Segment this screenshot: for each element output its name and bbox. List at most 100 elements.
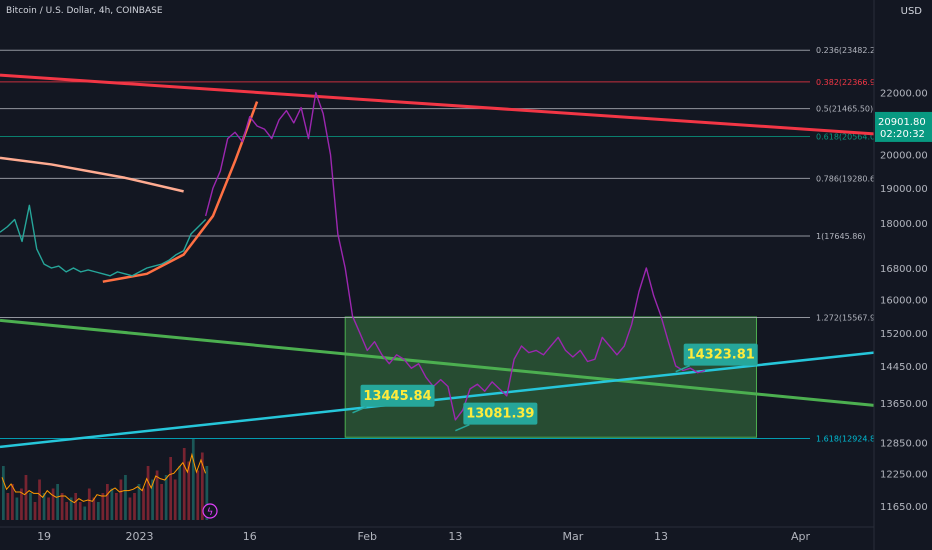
x-tick-label: Apr <box>791 530 811 543</box>
red-trendline <box>0 73 875 136</box>
volume-bar <box>11 484 14 520</box>
volume-bar <box>178 466 182 520</box>
cyan-trendline <box>0 351 875 449</box>
y-tick-label: 13650.00 <box>880 399 928 410</box>
callout-value: 13445.84 <box>363 389 431 404</box>
x-tick-label: 13 <box>448 530 462 543</box>
y-tick-label: 12850.00 <box>880 438 928 449</box>
volume-bar <box>33 502 37 520</box>
price-axis <box>874 0 932 550</box>
callout-box <box>360 384 435 407</box>
volume-bar <box>29 493 32 520</box>
volume-bar <box>78 502 82 520</box>
volume-bar <box>51 488 55 520</box>
green-trendline <box>0 318 875 407</box>
current-price-value: 20901.80 <box>878 117 926 128</box>
price-series-line <box>204 91 706 421</box>
chart-title: Bitcoin / U.S. Dollar, 4h, COINBASE <box>6 6 163 16</box>
volume-bar <box>196 470 200 520</box>
y-tick-label: 19000.00 <box>880 184 928 195</box>
fib-level-label: 0.236(23482.26) <box>816 46 883 55</box>
y-tick-label: 12250.00 <box>880 469 928 480</box>
volume-bar <box>42 493 46 520</box>
volume-bar <box>101 493 105 520</box>
volume-bar <box>69 497 73 520</box>
volume-bar <box>128 497 132 520</box>
volume-bar <box>60 493 64 520</box>
x-tick-label: Feb <box>357 530 376 543</box>
x-tick-label: 2023 <box>126 530 154 543</box>
x-tick-label: 13 <box>654 530 668 543</box>
volume-bar <box>182 448 186 520</box>
orange-arc <box>102 101 259 283</box>
volume-bar <box>124 475 127 520</box>
volume-bar <box>191 439 195 520</box>
x-tick-label: 16 <box>243 530 257 543</box>
price-series-line <box>0 204 207 277</box>
fib-level-label: 0.5(21465.50) <box>816 105 873 114</box>
fib-level-label: 0.618(20564.06) <box>816 133 883 142</box>
volume-bar <box>110 488 114 520</box>
volume-bar <box>133 493 136 520</box>
y-tick-label: 11650.00 <box>880 502 928 513</box>
fib-level-label: 0.786(19280.67) <box>816 174 883 183</box>
volume-bar <box>164 475 168 520</box>
volume-average-line <box>1 452 206 504</box>
fib-level-label: 1.618(12924.80) <box>816 435 883 444</box>
callout-box <box>683 343 758 366</box>
volume-bar <box>169 457 173 520</box>
volume-bar <box>151 479 154 520</box>
y-tick-label: 18000.00 <box>880 219 928 230</box>
currency-label: USD <box>900 6 922 17</box>
y-tick-label: 14450.00 <box>880 362 928 373</box>
volume-bar <box>15 497 19 520</box>
volume-bar <box>187 461 191 520</box>
current-price-badge <box>875 111 932 142</box>
salmon-arc <box>0 156 184 193</box>
volume-bar <box>20 488 23 520</box>
volume-bar <box>56 484 59 520</box>
volume-bar <box>173 479 177 520</box>
volume-bar <box>205 466 209 520</box>
range-box <box>344 316 757 438</box>
fib-level-label: 1.272(15567.98) <box>816 314 883 323</box>
volume-bar <box>65 502 69 520</box>
volume-bar <box>74 493 78 520</box>
callout-value: 14323.81 <box>687 348 755 363</box>
lightning-glyph: ϟ <box>207 507 214 518</box>
volume-bar <box>47 497 50 520</box>
lightning-icon <box>202 503 218 519</box>
y-tick-label: 16000.00 <box>880 296 928 307</box>
volume-bar <box>200 452 204 520</box>
volume-bar <box>142 488 145 520</box>
fib-level-label: 0.382(22366.93) <box>816 78 883 87</box>
current-price-countdown: 02:20:32 <box>880 129 925 140</box>
volume-bar <box>6 493 10 520</box>
volume-bar <box>137 484 141 520</box>
callout-pointer <box>455 423 470 432</box>
y-tick-label: 22000.00 <box>880 89 928 100</box>
x-tick-label: 19 <box>37 530 51 543</box>
callout-box <box>463 402 538 425</box>
y-tick-label: 16800.00 <box>880 264 928 275</box>
volume-bar <box>83 506 87 520</box>
volume-bar <box>106 484 109 520</box>
callout-pointer <box>352 406 367 414</box>
x-tick-label: Mar <box>562 530 583 543</box>
volume-bar <box>115 493 118 520</box>
volume-bar <box>24 475 28 520</box>
volume-bar <box>92 497 96 520</box>
volume-bar <box>87 488 91 520</box>
y-tick-label: 15200.00 <box>880 329 928 340</box>
volume-bar <box>96 502 100 520</box>
volume-bar <box>119 479 123 520</box>
volume-bar <box>2 466 5 520</box>
callout-value: 13081.39 <box>466 407 534 422</box>
volume-bar <box>146 466 150 520</box>
y-tick-label: 20000.00 <box>880 151 928 162</box>
volume-bar <box>38 479 41 520</box>
fib-level-label: 1(17645.86) <box>816 232 866 241</box>
volume-bar <box>160 484 163 520</box>
